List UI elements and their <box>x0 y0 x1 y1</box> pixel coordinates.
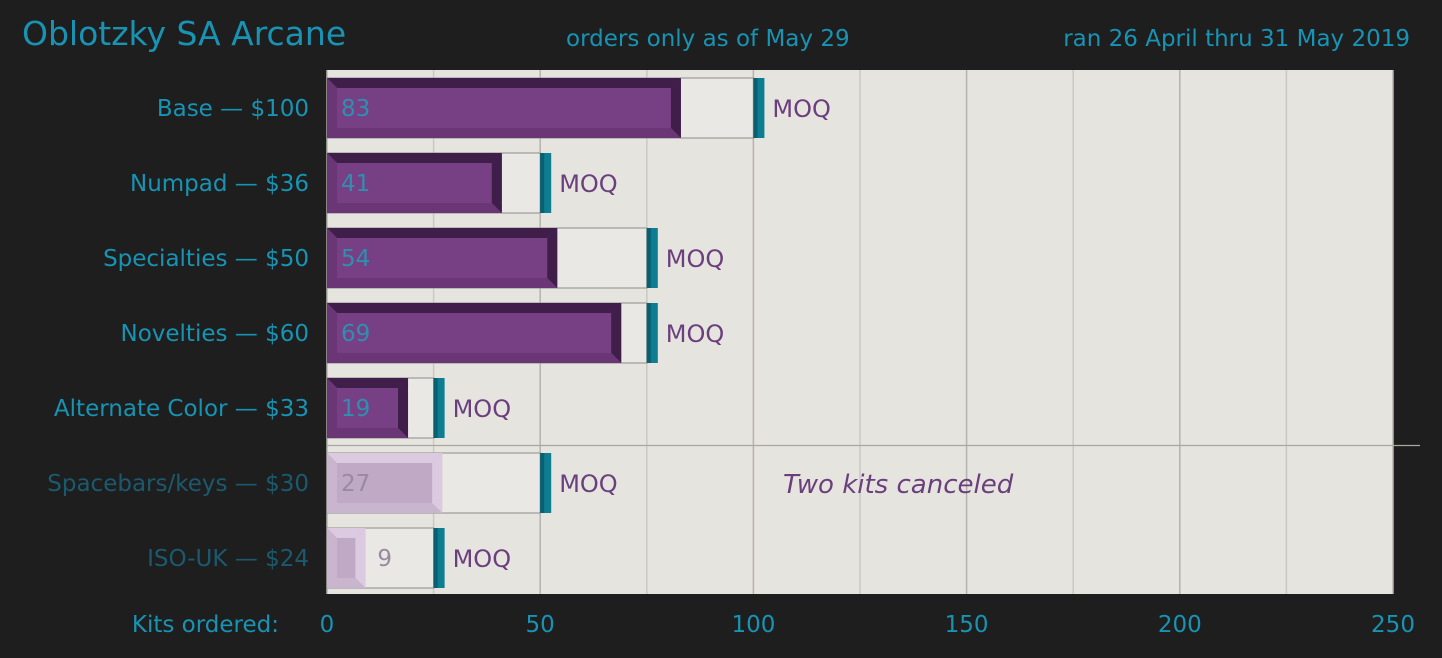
value-label: 54 <box>341 246 370 272</box>
moq-label: MOQ <box>559 470 618 498</box>
x-tick-label: 0 <box>320 612 335 638</box>
date-range: ran 26 April thru 31 May 2019 <box>1063 26 1410 52</box>
moq-marker-edge <box>646 228 651 288</box>
category-label: Novelties — $60 <box>121 321 310 347</box>
category-label: Spacebars/keys — $30 <box>47 471 309 497</box>
moq-marker-edge <box>540 153 545 213</box>
chart-title: Oblotzky SA Arcane <box>22 14 347 53</box>
moq-label: MOQ <box>666 245 725 273</box>
bar <box>327 153 502 213</box>
moq-marker <box>433 528 445 588</box>
x-tick-label: 100 <box>731 612 775 638</box>
bar <box>327 453 443 513</box>
moq-label: MOQ <box>559 170 618 198</box>
category-label: Alternate Color — $33 <box>54 396 309 422</box>
category-label: ISO-UK — $24 <box>147 546 309 572</box>
moq-marker-edge <box>433 528 438 588</box>
bar <box>327 78 681 138</box>
x-axis-label: Kits ordered: <box>132 612 279 638</box>
moq-marker-edge <box>540 453 545 513</box>
moq-label: MOQ <box>666 320 725 348</box>
bar <box>327 528 366 588</box>
value-label: 19 <box>341 396 370 422</box>
moq-marker <box>646 303 658 363</box>
moq-marker-edge <box>433 378 438 438</box>
chart-subtitle: orders only as of May 29 <box>566 26 850 52</box>
moq-label: MOQ <box>453 545 512 573</box>
bar <box>327 228 558 288</box>
x-tick-label: 200 <box>1158 612 1202 638</box>
moq-label: MOQ <box>453 395 512 423</box>
value-label: 83 <box>341 96 370 122</box>
x-tick-label: 50 <box>526 612 555 638</box>
moq-marker <box>433 378 445 438</box>
annotation: Two kits canceled <box>783 470 1014 500</box>
x-tick-label: 150 <box>945 612 989 638</box>
moq-marker-edge <box>753 78 758 138</box>
category-label: Numpad — $36 <box>130 171 309 197</box>
value-label: 27 <box>341 471 370 497</box>
category-label: Base — $100 <box>157 96 309 122</box>
moq-marker <box>540 153 552 213</box>
x-tick-label: 250 <box>1371 612 1415 638</box>
value-label: 41 <box>341 171 370 197</box>
moq-marker <box>646 228 658 288</box>
bar <box>327 303 622 363</box>
moq-label: MOQ <box>772 95 831 123</box>
moq-marker <box>753 78 765 138</box>
moq-marker <box>540 453 552 513</box>
value-label: 69 <box>341 321 370 347</box>
value-label: 9 <box>377 546 392 572</box>
category-label: Specialties — $50 <box>103 246 309 272</box>
bar <box>327 378 409 438</box>
moq-marker-edge <box>646 303 651 363</box>
